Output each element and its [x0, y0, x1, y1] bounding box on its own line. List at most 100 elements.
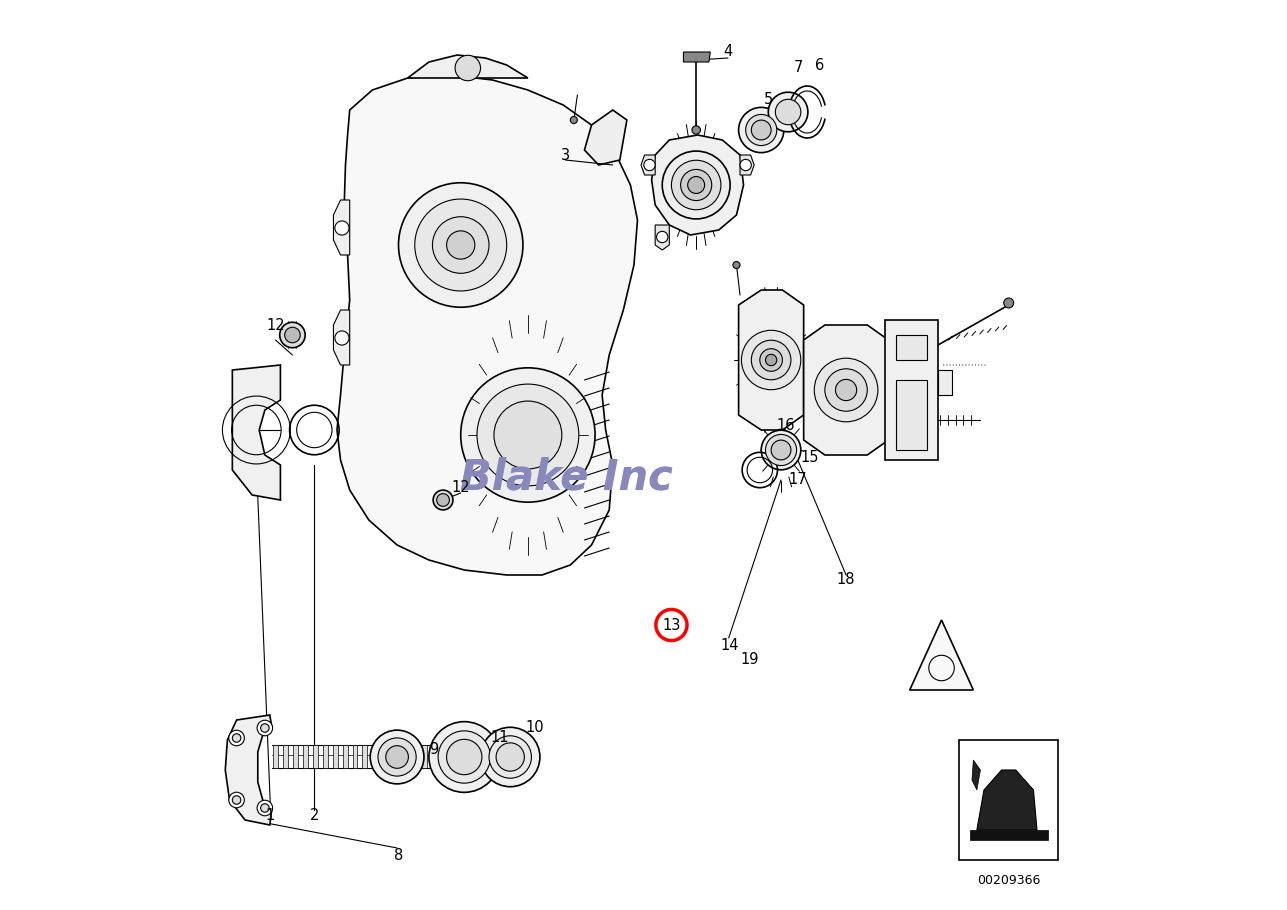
Polygon shape	[302, 745, 308, 768]
Circle shape	[759, 349, 782, 371]
Circle shape	[766, 354, 777, 366]
Text: 6: 6	[815, 57, 825, 73]
Polygon shape	[972, 760, 981, 790]
Circle shape	[399, 183, 523, 308]
Polygon shape	[382, 745, 387, 768]
Polygon shape	[896, 335, 928, 360]
Circle shape	[461, 368, 595, 502]
Circle shape	[663, 151, 730, 219]
Circle shape	[477, 384, 579, 486]
Circle shape	[681, 169, 712, 200]
Circle shape	[229, 730, 245, 746]
Circle shape	[825, 369, 867, 411]
Text: 00209366: 00209366	[977, 874, 1040, 886]
Polygon shape	[293, 745, 299, 768]
Polygon shape	[970, 830, 1048, 840]
Circle shape	[644, 159, 655, 171]
Polygon shape	[233, 365, 281, 500]
Polygon shape	[431, 745, 436, 768]
Polygon shape	[977, 770, 1037, 830]
Circle shape	[771, 440, 792, 460]
Polygon shape	[363, 745, 367, 768]
Circle shape	[495, 743, 524, 771]
Polygon shape	[422, 745, 427, 768]
Polygon shape	[353, 745, 358, 768]
Circle shape	[740, 159, 752, 171]
Circle shape	[414, 199, 507, 291]
Polygon shape	[584, 110, 627, 165]
Polygon shape	[333, 310, 350, 365]
Polygon shape	[641, 155, 655, 175]
Circle shape	[233, 795, 241, 804]
Circle shape	[815, 359, 878, 422]
Circle shape	[672, 160, 721, 209]
Text: 12: 12	[452, 480, 470, 496]
Text: 16: 16	[777, 418, 795, 432]
Text: 17: 17	[789, 472, 807, 488]
Text: 4: 4	[723, 45, 732, 59]
Polygon shape	[441, 745, 447, 768]
Polygon shape	[337, 75, 637, 575]
Polygon shape	[408, 55, 528, 78]
Circle shape	[766, 434, 797, 466]
Polygon shape	[333, 200, 350, 255]
Polygon shape	[959, 740, 1058, 860]
Polygon shape	[803, 325, 888, 455]
Polygon shape	[342, 745, 347, 768]
Polygon shape	[896, 380, 928, 450]
Circle shape	[835, 379, 857, 400]
Circle shape	[436, 493, 449, 506]
Polygon shape	[740, 155, 754, 175]
Polygon shape	[683, 52, 710, 62]
Text: 9: 9	[430, 743, 439, 757]
Circle shape	[378, 738, 416, 776]
Text: 7: 7	[794, 60, 803, 76]
Circle shape	[761, 430, 801, 470]
Polygon shape	[225, 715, 272, 825]
Text: 15: 15	[801, 450, 819, 466]
Polygon shape	[938, 370, 952, 395]
Circle shape	[335, 221, 349, 235]
Polygon shape	[655, 225, 669, 250]
Polygon shape	[283, 745, 288, 768]
Polygon shape	[313, 745, 318, 768]
Circle shape	[456, 56, 480, 81]
Circle shape	[261, 723, 269, 733]
Polygon shape	[402, 745, 407, 768]
Polygon shape	[323, 745, 328, 768]
Circle shape	[741, 330, 801, 389]
Circle shape	[1004, 298, 1014, 308]
Polygon shape	[910, 620, 973, 690]
Polygon shape	[412, 745, 417, 768]
Polygon shape	[372, 745, 377, 768]
Circle shape	[229, 793, 245, 808]
Text: 3: 3	[561, 147, 570, 163]
Polygon shape	[273, 745, 278, 768]
Text: 11: 11	[490, 731, 508, 745]
Text: Blake Inc: Blake Inc	[459, 457, 673, 499]
Circle shape	[429, 722, 499, 793]
Text: 5: 5	[763, 93, 773, 107]
Circle shape	[687, 177, 705, 194]
Circle shape	[335, 331, 349, 345]
Circle shape	[480, 727, 541, 787]
Circle shape	[284, 328, 300, 343]
Circle shape	[371, 730, 423, 784]
Circle shape	[489, 736, 532, 778]
Circle shape	[656, 231, 668, 243]
Circle shape	[745, 115, 777, 146]
Text: 18: 18	[837, 572, 856, 588]
Polygon shape	[885, 320, 938, 460]
Circle shape	[768, 92, 808, 132]
Polygon shape	[393, 745, 398, 768]
Circle shape	[494, 401, 562, 469]
Circle shape	[692, 126, 700, 135]
Text: 12: 12	[266, 318, 284, 332]
Text: 10: 10	[525, 721, 544, 735]
Polygon shape	[651, 135, 744, 235]
Text: Blake Inc: Blake Inc	[459, 457, 673, 499]
Text: 1: 1	[266, 807, 275, 823]
Circle shape	[261, 804, 269, 813]
Circle shape	[438, 731, 490, 784]
Text: 13: 13	[663, 618, 681, 632]
